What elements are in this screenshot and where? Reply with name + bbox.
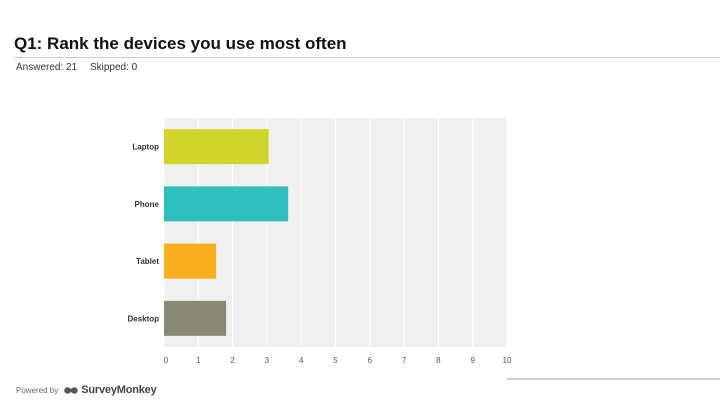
- x-tick-label: 2: [230, 356, 235, 365]
- x-tick-label: 6: [368, 356, 373, 365]
- category-label: Phone: [135, 200, 160, 209]
- footer-divider: [507, 378, 720, 380]
- response-stats: Answered: 21 Skipped: 0: [16, 62, 147, 73]
- bar-tablet: [164, 243, 217, 279]
- powered-by-label: Powered by: [16, 385, 59, 395]
- x-tick-label: 5: [333, 356, 338, 365]
- header-divider: [14, 57, 720, 58]
- question-title: Q1: Rank the devices you use most often: [14, 34, 347, 53]
- surveymonkey-logo: SurveyMonkey: [64, 384, 157, 396]
- x-tick-label: 4: [299, 356, 304, 365]
- x-tick-label: 10: [503, 356, 512, 365]
- surveymonkey-logo-icon: [64, 386, 78, 394]
- x-tick-label: 9: [470, 356, 475, 365]
- category-label: Tablet: [136, 257, 159, 266]
- brand-name: SurveyMonkey: [81, 384, 157, 396]
- skipped-count: Skipped: 0: [89, 62, 138, 73]
- bar-desktop: [164, 300, 227, 336]
- bar-phone: [164, 186, 289, 222]
- x-tick-label: 1: [196, 356, 201, 365]
- question-header: Q1: Rank the devices you use most often: [14, 32, 720, 56]
- category-label: Laptop: [132, 143, 159, 152]
- bar-laptop: [164, 129, 269, 165]
- footer: Powered by SurveyMonkey: [16, 384, 157, 396]
- x-tick-label: 3: [265, 356, 270, 365]
- category-label: Desktop: [127, 314, 159, 323]
- x-tick-label: 8: [436, 356, 441, 365]
- answered-count: Answered: 21: [16, 62, 78, 73]
- x-tick-label: 0: [164, 356, 169, 365]
- x-tick-label: 7: [402, 356, 407, 365]
